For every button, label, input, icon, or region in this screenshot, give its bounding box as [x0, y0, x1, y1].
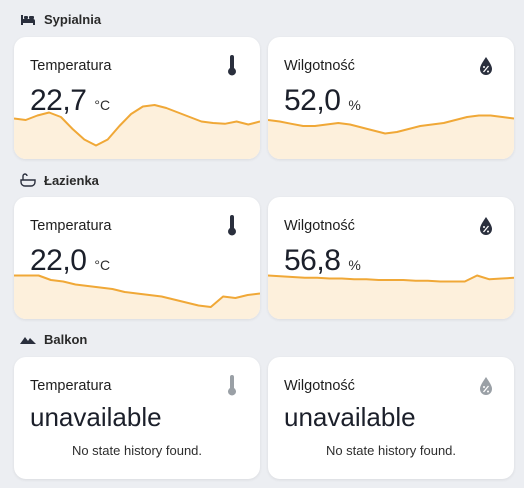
sparkline-line: [14, 274, 260, 308]
no-history-message: No state history found.: [325, 443, 457, 458]
sensor-card-temperature[interactable]: Temperatura 22,0 °C: [14, 197, 260, 319]
sparkline-area: [14, 275, 260, 319]
value-unit: °C: [94, 257, 111, 273]
value-unit: %: [348, 257, 361, 273]
sensor-card-temperature[interactable]: Temperatura unavailable No state history…: [14, 357, 260, 479]
sensor-state: unavailable: [284, 402, 416, 432]
value-number: 52,0: [284, 84, 341, 117]
terrain-icon: [20, 332, 36, 346]
value-unit: %: [348, 97, 361, 113]
thermometer-icon: [222, 214, 242, 238]
sparkline-line: [268, 274, 514, 283]
sensor-card-humidity[interactable]: Wilgotność 52,0 %: [268, 37, 514, 159]
history-sparkline: [14, 274, 260, 319]
water-percent-icon: [476, 214, 496, 238]
sensor-card-temperature[interactable]: Temperatura 22,7 °C: [14, 37, 260, 159]
sensor-value: 22,0 °C: [30, 244, 110, 278]
value-number: 56,8: [284, 244, 341, 277]
bathtub-icon: [20, 173, 36, 187]
sensor-card-humidity[interactable]: Wilgotność 56,8 %: [268, 197, 514, 319]
sensor-name: Wilgotność: [284, 58, 355, 74]
sensor-name: Wilgotność: [284, 218, 355, 234]
water-percent-icon: [476, 54, 496, 78]
section-title: Sypialnia: [44, 11, 102, 27]
sensor-state: unavailable: [30, 402, 162, 432]
section-header-sypialnia: Sypialnia: [20, 9, 101, 29]
water-percent-icon: [476, 374, 496, 398]
sensor-name: Temperatura: [30, 218, 112, 234]
thermometer-icon: [222, 54, 242, 78]
no-history-message: No state history found.: [71, 443, 203, 458]
section-title: Łazienka: [44, 172, 99, 188]
sparkline-area: [268, 275, 514, 319]
value-number: 22,7: [30, 84, 87, 117]
sensor-value: 22,7 °C: [30, 84, 110, 118]
history-sparkline: [268, 274, 514, 319]
sensor-name: Temperatura: [30, 378, 112, 394]
section-header-balkon: Balkon: [20, 329, 87, 349]
sensor-card-humidity[interactable]: Wilgotność unavailable No state history …: [268, 357, 514, 479]
sparkline-area: [268, 115, 514, 159]
bed-icon: [20, 12, 36, 26]
section-title: Balkon: [44, 331, 88, 347]
value-unit: °C: [94, 97, 111, 113]
sensor-name: Temperatura: [30, 58, 112, 74]
sensor-value: 56,8 %: [284, 244, 361, 278]
history-sparkline: [268, 114, 514, 159]
sparkline-area: [14, 105, 260, 159]
sensor-value: 52,0 %: [284, 84, 361, 118]
value-number: 22,0: [30, 244, 87, 277]
section-header-lazienka: Łazienka: [20, 170, 99, 190]
sensor-name: Wilgotność: [284, 378, 355, 394]
thermometer-icon: [222, 374, 242, 398]
history-sparkline: [14, 104, 260, 159]
sparkline-line: [268, 114, 514, 135]
sparkline-line: [14, 104, 260, 147]
